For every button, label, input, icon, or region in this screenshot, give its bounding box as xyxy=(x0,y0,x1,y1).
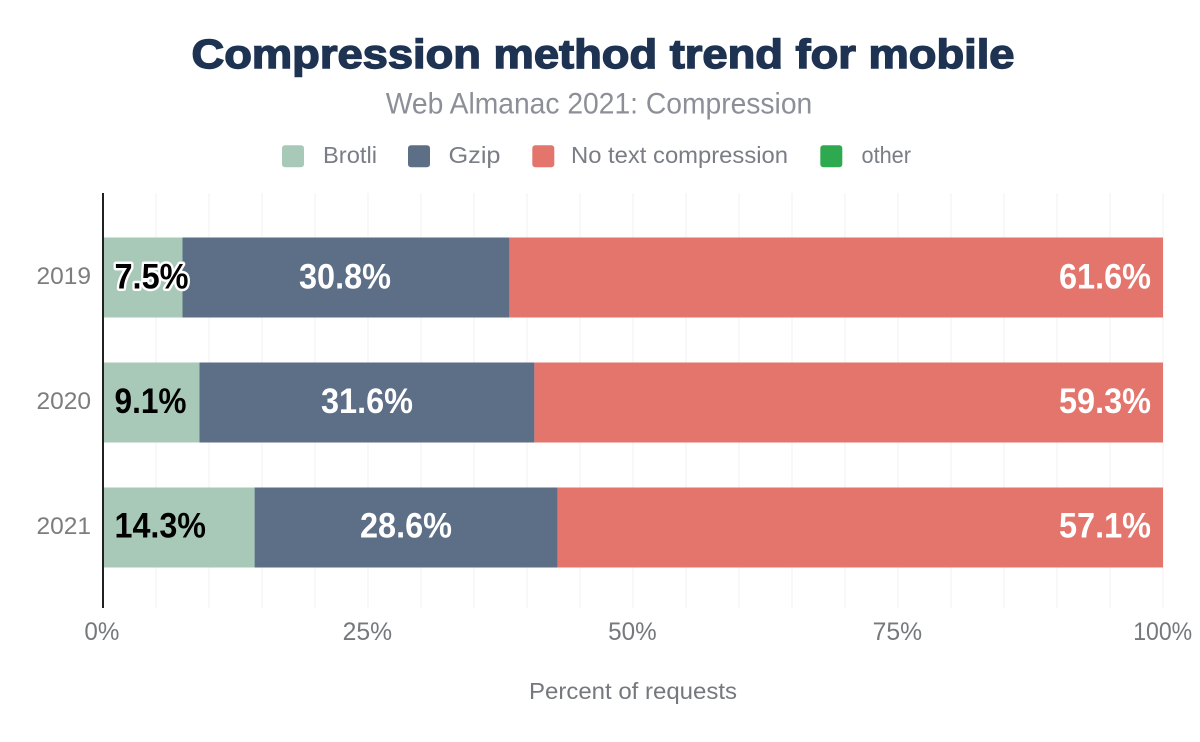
svg-text:14.3%: 14.3% xyxy=(115,506,207,545)
svg-text:61.6%: 61.6% xyxy=(1059,257,1151,296)
svg-text:Web Almanac 2021: Compression: Web Almanac 2021: Compression xyxy=(386,87,813,120)
svg-text:0%: 0% xyxy=(84,618,119,646)
svg-text:2019: 2019 xyxy=(37,263,92,290)
svg-text:Percent of requests: Percent of requests xyxy=(529,678,737,704)
svg-text:50%: 50% xyxy=(608,618,657,646)
svg-text:9.1%: 9.1% xyxy=(115,382,187,421)
svg-text:2020: 2020 xyxy=(37,388,92,415)
svg-text:Brotli: Brotli xyxy=(323,142,377,168)
svg-text:75%: 75% xyxy=(873,618,923,646)
svg-text:28.6%: 28.6% xyxy=(360,506,452,545)
svg-text:100%: 100% xyxy=(1133,618,1192,646)
svg-text:31.6%: 31.6% xyxy=(321,382,413,421)
svg-text:7.5%: 7.5% xyxy=(115,257,189,296)
svg-text:25%: 25% xyxy=(343,618,393,646)
svg-text:57.1%: 57.1% xyxy=(1059,506,1151,545)
svg-text:Gzip: Gzip xyxy=(449,142,501,168)
svg-text:2021: 2021 xyxy=(37,513,92,540)
svg-text:30.8%: 30.8% xyxy=(299,257,391,296)
svg-text:59.3%: 59.3% xyxy=(1059,382,1151,421)
svg-text:No text compression: No text compression xyxy=(571,142,788,168)
svg-text:Compression method trend for m: Compression method trend for mobile xyxy=(192,31,1015,77)
svg-text:other: other xyxy=(862,142,912,168)
